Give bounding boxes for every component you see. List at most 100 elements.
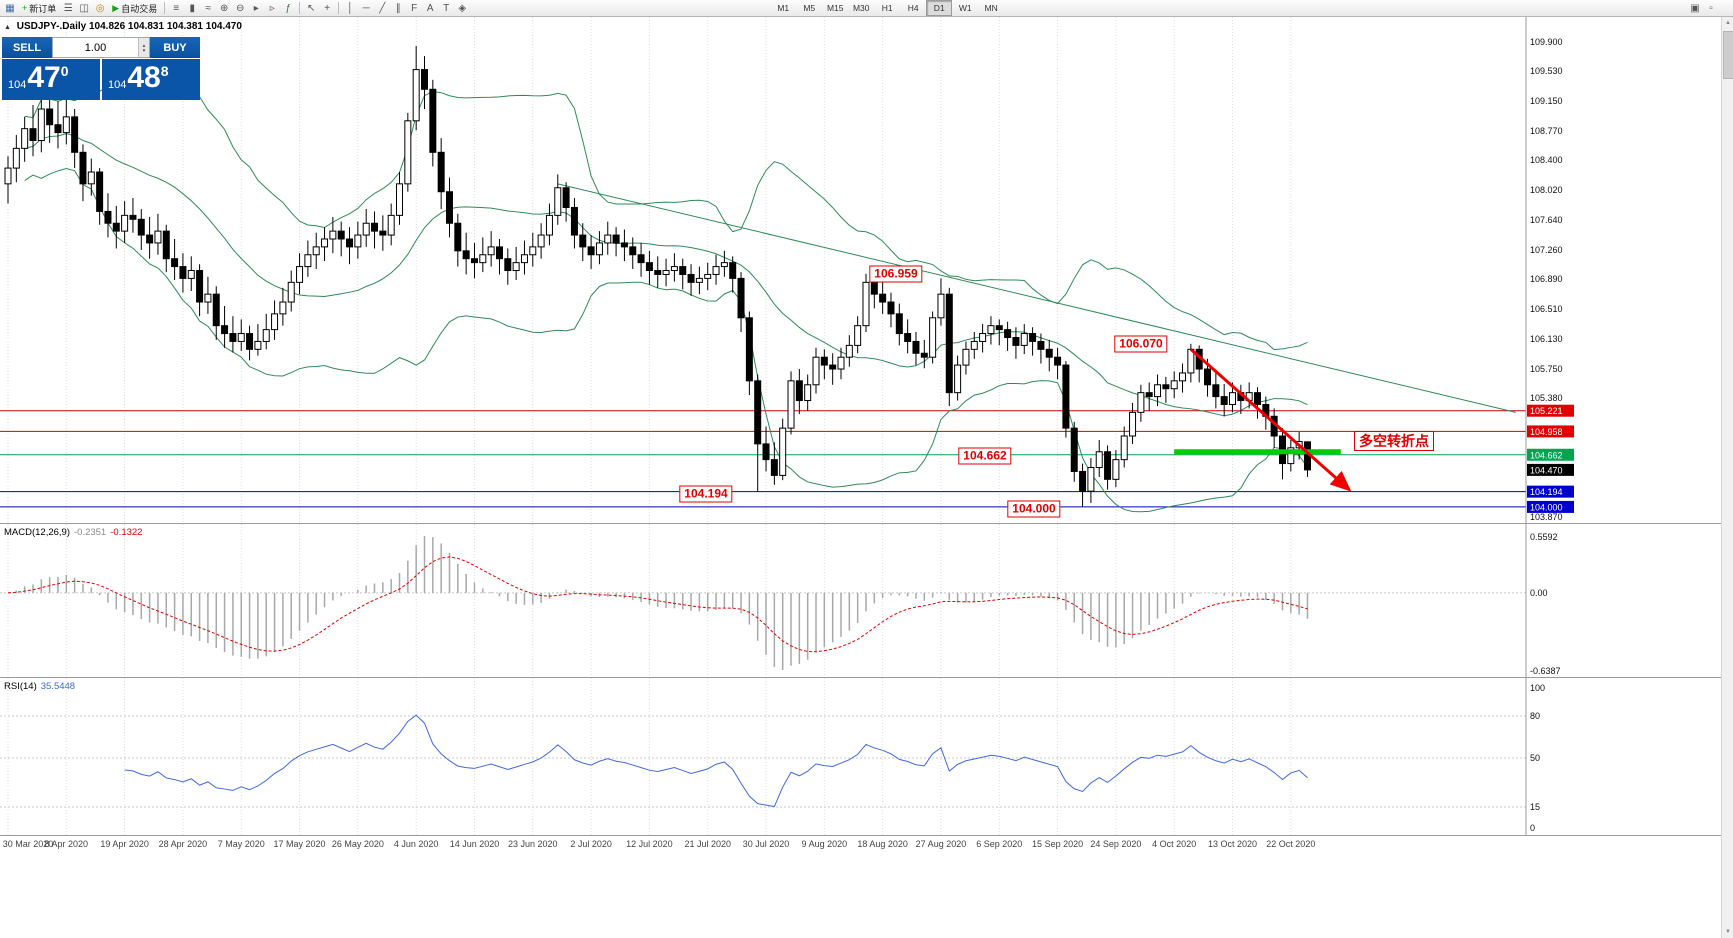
new-order-icon: +: [22, 3, 28, 13]
svg-text:106.510: 106.510: [1530, 304, 1563, 314]
chart-symbol-line: ▲ USDJPY-.Daily 104.826 104.831 104.381 …: [4, 21, 242, 32]
sell-button[interactable]: SELL: [2, 37, 52, 58]
macd-canvas[interactable]: 0.5592 0.00 -0.6387: [0, 524, 1721, 677]
crosshair-icon[interactable]: +: [324, 2, 331, 14]
svg-text:106.130: 106.130: [1530, 334, 1563, 344]
text-icon[interactable]: A: [426, 2, 434, 14]
svg-text:108.020: 108.020: [1530, 185, 1563, 195]
svg-text:105.750: 105.750: [1530, 364, 1563, 374]
channel-icon[interactable]: ∥: [395, 2, 401, 14]
chart-window-icon[interactable]: ▣: [1690, 2, 1700, 14]
date-label: 28 Apr 2020: [158, 839, 208, 849]
time-axis[interactable]: 30 Mar 2020 8 Apr 2020 19 Apr 2020 28 Apr 2…: [0, 837, 1721, 853]
svg-text:107.260: 107.260: [1530, 245, 1563, 255]
svg-text:105.221: 105.221: [1530, 406, 1563, 416]
svg-text:104.958: 104.958: [1530, 427, 1563, 437]
svg-text:103.870: 103.870: [1530, 512, 1563, 522]
rsi-panel[interactable]: 100 80 50 15 0: [0, 678, 1721, 835]
timeframe-mn[interactable]: MN: [984, 3, 998, 13]
arrange-windows-icon[interactable]: ▫: [1709, 2, 1713, 14]
lot-size-field[interactable]: 1.00 ▲ ▼: [52, 37, 150, 58]
auto-trading-icon: ▶: [112, 2, 120, 13]
market-watch-icon[interactable]: ☰: [63, 2, 73, 14]
line-chart-icon[interactable]: ≈: [205, 2, 211, 14]
timeframe-d1[interactable]: D1: [926, 0, 953, 16]
new-order-button[interactable]: + 新订单: [18, 1, 60, 16]
zoom-out-icon[interactable]: ⊖: [236, 2, 245, 14]
svg-text:104.194: 104.194: [1530, 487, 1563, 497]
fibonacci-icon[interactable]: F: [411, 2, 418, 14]
navigator-icon[interactable]: ◎: [95, 2, 105, 14]
lot-spinner[interactable]: ▲ ▼: [138, 38, 149, 57]
date-label: 7 May 2020: [217, 839, 265, 849]
timeframe-m5[interactable]: M5: [803, 3, 816, 13]
main-chart-panel[interactable]: ▲ USDJPY-.Daily 104.826 104.831 104.381 …: [0, 17, 1721, 523]
chart-ohlc: 104.826 104.831 104.381 104.470: [88, 21, 242, 32]
chart-shift-icon[interactable]: ▹: [269, 2, 275, 14]
vertical-line-icon[interactable]: │: [347, 2, 354, 14]
date-label: 26 May 2020: [331, 839, 384, 849]
timeframe-m1[interactable]: M1: [777, 3, 790, 13]
zoom-in-icon[interactable]: ⊕: [220, 2, 229, 14]
new-chart-icon[interactable]: ▦: [5, 2, 15, 14]
toolbar-separator: [299, 2, 301, 14]
shapes-icon[interactable]: ◈: [458, 2, 467, 14]
timeframe-h1[interactable]: H1: [881, 3, 893, 13]
svg-text:0.5592: 0.5592: [1530, 532, 1558, 542]
date-label: 15 Sep 2020: [1032, 839, 1084, 849]
auto-scroll-icon[interactable]: ▸: [253, 2, 259, 14]
date-label: 4 Oct 2020: [1152, 839, 1197, 849]
data-window-icon[interactable]: ◫: [79, 2, 89, 14]
vertical-scrollbar[interactable]: ▲ ▼: [1721, 17, 1733, 938]
macd-label: MACD(12,26,9) -0.2351 -0.1322: [4, 527, 143, 538]
indicators-icon[interactable]: ƒ: [285, 2, 291, 14]
bar-chart-icon[interactable]: ≡: [173, 2, 180, 14]
date-label: 30 Jul 2020: [742, 839, 790, 849]
svg-text:109.900: 109.900: [1530, 37, 1563, 47]
toolbar-separator: [338, 2, 340, 14]
candlestick-chart-icon[interactable]: ▮: [189, 2, 195, 14]
toolbar-separator: [164, 2, 166, 14]
svg-text:-0.6387: -0.6387: [1530, 666, 1561, 676]
date-label: 21 Jul 2020: [684, 839, 731, 849]
date-label: 19 Apr 2020: [100, 839, 149, 849]
ask-price[interactable]: 104 48 8: [102, 59, 200, 100]
svg-text:109.150: 109.150: [1530, 96, 1563, 106]
svg-text:104.470: 104.470: [1530, 465, 1563, 475]
auto-trading-button[interactable]: ▶ 自动交易: [108, 1, 161, 16]
macd-panel[interactable]: 0.5592 0.00 -0.6387: [0, 524, 1721, 677]
one-click-collapse-icon[interactable]: ▲: [4, 24, 11, 31]
price-chart-canvas[interactable]: 109.900 109.530 109.150 108.770 108.400 108.0…: [0, 17, 1721, 523]
label-icon[interactable]: T: [443, 2, 450, 14]
toolbar-right-group: ▣ ▫: [1687, 1, 1719, 16]
date-label: 13 Oct 2020: [1207, 839, 1258, 849]
timeframe-h4[interactable]: H4: [907, 3, 919, 13]
timeframe-m15[interactable]: M15: [826, 3, 844, 13]
date-label: 18 Aug 2020: [857, 839, 908, 849]
date-label: 14 Jun 2020: [449, 839, 500, 849]
lot-value: 1.00: [84, 41, 107, 54]
scrollbar-thumb[interactable]: [1723, 31, 1733, 79]
rsi-canvas[interactable]: 100 80 50 15 0: [0, 678, 1721, 835]
scroll-down-icon[interactable]: ▼: [1725, 929, 1731, 935]
svg-text:108.400: 108.400: [1530, 155, 1563, 165]
buy-button[interactable]: BUY: [150, 37, 200, 58]
svg-text:104.662: 104.662: [1530, 450, 1563, 460]
timeframe-w1[interactable]: W1: [958, 3, 972, 13]
bid-price[interactable]: 104 47 0: [2, 59, 100, 100]
rsi-label: RSI(14) 35.5448: [4, 681, 76, 692]
horizontal-line-icon[interactable]: ─: [362, 2, 370, 14]
date-label: 24 Sep 2020: [1090, 839, 1142, 849]
svg-text:0: 0: [1530, 823, 1535, 833]
panel-separator[interactable]: [0, 835, 1721, 836]
scroll-up-icon[interactable]: ▲: [1725, 20, 1731, 26]
svg-text:107.640: 107.640: [1530, 215, 1563, 225]
svg-text:0.00: 0.00: [1530, 588, 1548, 598]
trendline-icon[interactable]: ╱: [379, 2, 386, 14]
timeframe-m30[interactable]: M30: [852, 3, 870, 13]
panel-separator[interactable]: [0, 677, 1721, 678]
panel-separator[interactable]: [0, 523, 1721, 524]
cursor-icon[interactable]: ↖: [307, 2, 316, 14]
date-label: 8 Apr 2020: [44, 839, 89, 849]
